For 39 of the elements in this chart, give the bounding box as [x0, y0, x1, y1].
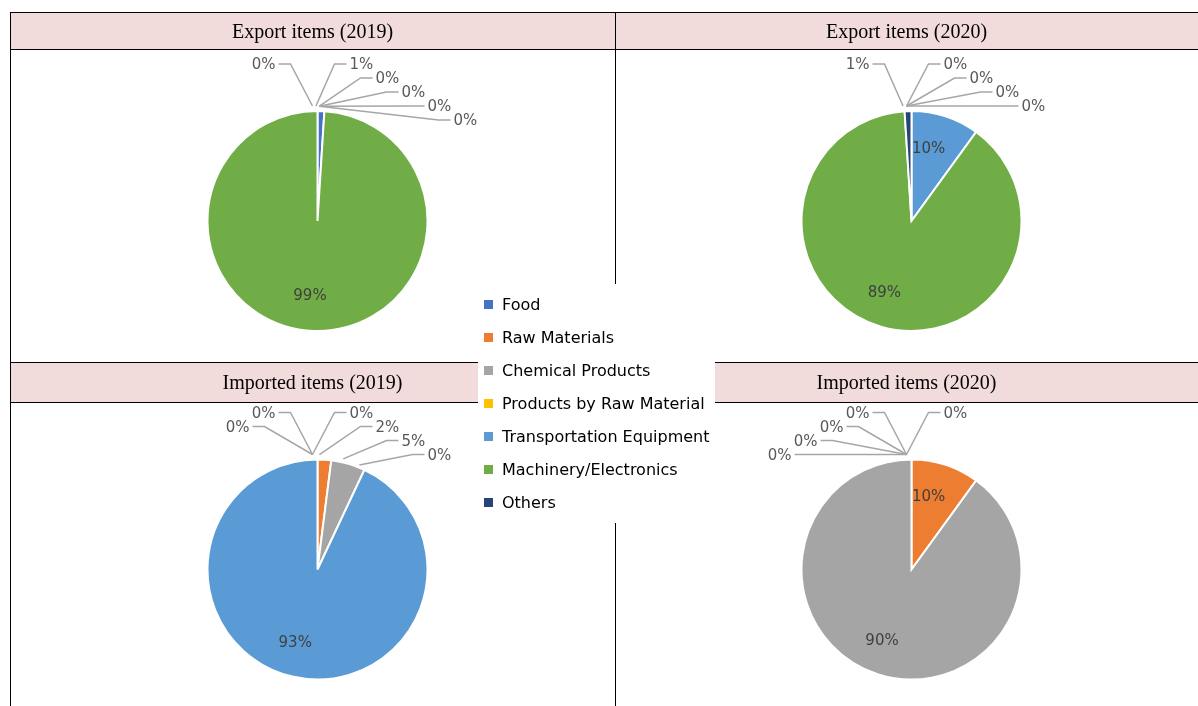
data-label: 5%: [401, 431, 426, 450]
data-label: 99%: [293, 286, 327, 305]
legend-label: Transportation Equipment: [502, 427, 710, 446]
data-label: 2%: [375, 417, 400, 436]
text: 0%: [943, 403, 968, 422]
text: 0%: [793, 431, 818, 450]
text: 0%: [401, 83, 426, 101]
legend-label: Food: [502, 295, 541, 314]
text: 0%: [969, 69, 994, 87]
text: 0%: [453, 111, 478, 129]
text: 0%: [995, 83, 1020, 101]
legend-label: Machinery/Electronics: [502, 460, 678, 479]
data-label: 1%: [845, 55, 870, 73]
text: 0%: [845, 403, 870, 422]
text: 0%: [767, 445, 792, 464]
data-label: 10%: [911, 139, 946, 157]
data-label: 1%: [349, 55, 374, 73]
chart-title: Export items (2020): [615, 12, 1198, 50]
legend-label: Others: [502, 493, 556, 512]
data-label: 90%: [865, 630, 899, 649]
text: 0%: [251, 55, 276, 73]
legend-label: Chemical Products: [502, 361, 651, 380]
chart-title: Imported items (2020): [816, 371, 997, 393]
text: 0%: [943, 55, 968, 73]
text: 0%: [251, 403, 276, 422]
data-label: 10%: [911, 487, 946, 506]
legend-label: Products by Raw Material: [502, 394, 705, 413]
data-label: 93%: [278, 632, 312, 651]
text: 0%: [225, 417, 250, 436]
data-label: 89%: [867, 283, 902, 302]
text: 0%: [819, 417, 844, 436]
text: 0%: [375, 69, 400, 87]
text: 0%: [1021, 97, 1046, 115]
text: 0%: [427, 97, 452, 115]
legend-label: Raw Materials: [502, 328, 615, 347]
chart-title: Export items (2019): [10, 12, 615, 50]
text: 0%: [349, 403, 374, 422]
text: 0%: [427, 445, 452, 464]
chart-title: Imported items (2019): [222, 371, 403, 393]
